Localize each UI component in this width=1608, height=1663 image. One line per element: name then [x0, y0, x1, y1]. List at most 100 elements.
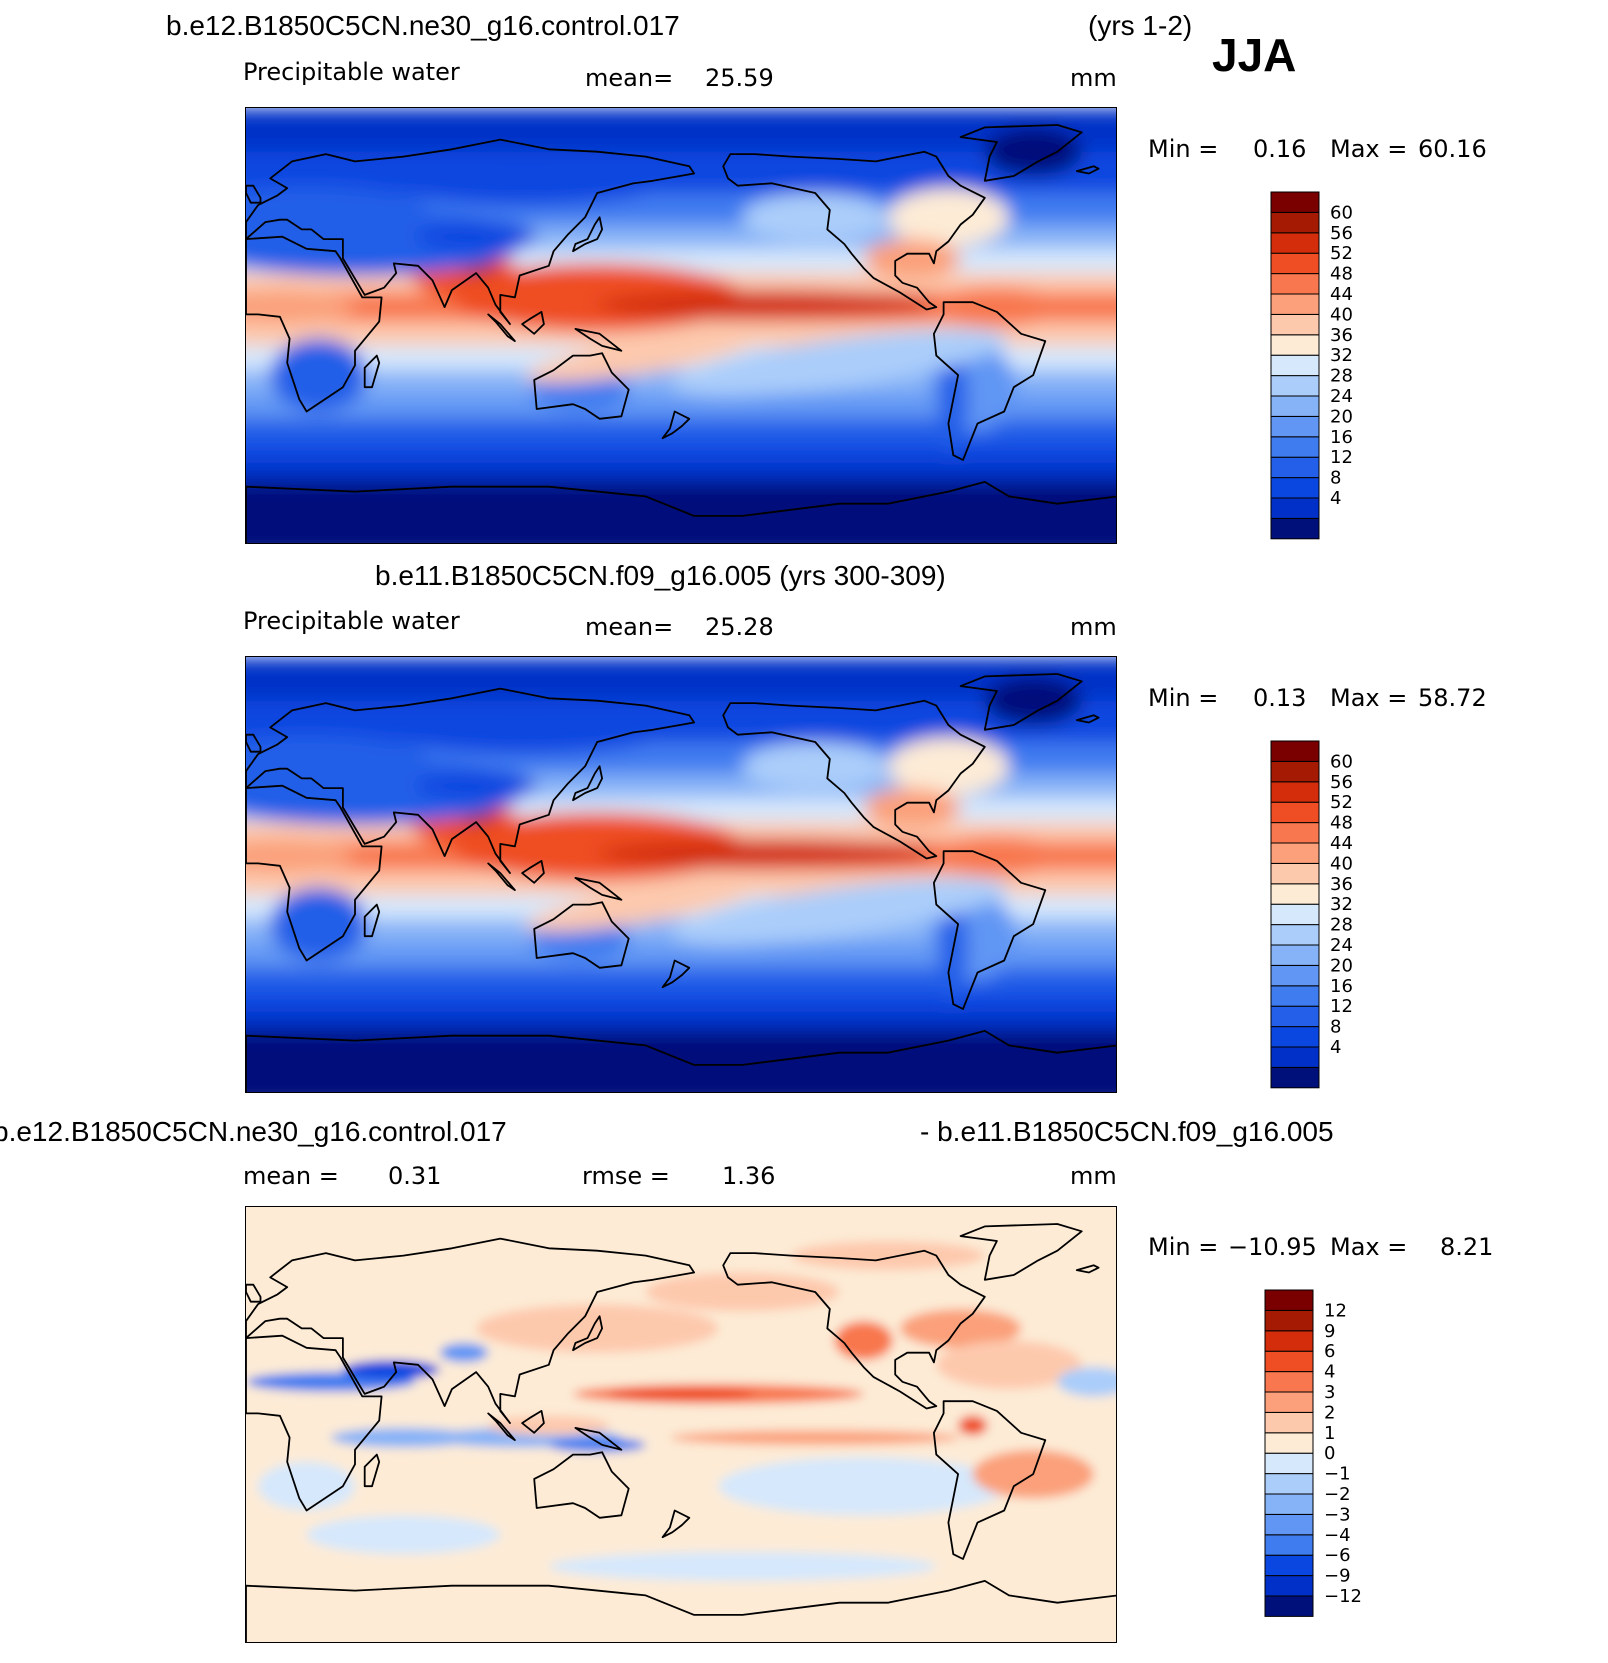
- coastline: [246, 481, 1116, 543]
- colorbar-tick-label: 48: [1330, 813, 1353, 834]
- contour-fill: [342, 1359, 440, 1380]
- coastline: [933, 301, 1047, 461]
- colorbar-segment: [1264, 1309, 1314, 1332]
- contour-fill: [548, 1437, 646, 1453]
- colorbar-segment: [1264, 1411, 1314, 1434]
- colorbar-segment: [1264, 1595, 1314, 1617]
- panel2-colorbar: 60 56 52 48 44 40 36 32 28 24 20 16 12 8 4: [1270, 740, 1390, 1089]
- panel1-title-case: b.e12.B1850C5CN.ne30_g16.control.017: [166, 10, 680, 41]
- contour-fill: [270, 338, 368, 412]
- panel3-rmse-value: 1.36: [722, 1162, 776, 1190]
- colorbar-tick-label: 2: [1324, 1402, 1335, 1423]
- colorbar-segment: [1270, 740, 1320, 762]
- panel2-min-value: 0.13: [1253, 684, 1307, 712]
- coastline: [572, 765, 603, 802]
- coastline: [533, 901, 630, 969]
- colorbar-segment: [1270, 211, 1320, 234]
- contour-fill: [669, 1430, 961, 1445]
- colorbar-segment: [1270, 760, 1320, 783]
- coastline: [533, 1451, 630, 1519]
- panel1-max-value: 60.16: [1418, 135, 1487, 163]
- colorbar-tick-label: 40: [1330, 304, 1353, 325]
- coastline: [1075, 165, 1100, 175]
- contour-band: [246, 481, 1116, 543]
- colorbar-tick-label: 60: [1330, 751, 1353, 772]
- contour-fill: [900, 1308, 1022, 1348]
- colorbar-segment: [1270, 354, 1320, 377]
- colorbar-segment: [1270, 944, 1320, 966]
- contour-fill: [415, 222, 537, 252]
- colorbar-segment: [1264, 1575, 1314, 1597]
- colorbar-segment: [1264, 1493, 1314, 1515]
- contour-fill: [258, 1461, 355, 1511]
- panel1-mean-value: 25.59: [705, 64, 774, 92]
- contour-fill: [742, 192, 888, 242]
- panel1-min-value: 0.16: [1253, 135, 1307, 163]
- panel2-max-value: 58.72: [1418, 684, 1487, 712]
- colorbar-segment: [1270, 781, 1320, 803]
- colorbar-tick-label: 52: [1330, 243, 1353, 264]
- colorbar-segment: [1270, 1026, 1320, 1048]
- coastline: [246, 1580, 1116, 1642]
- contour-fill: [415, 771, 537, 801]
- colorbar-tick-label: 56: [1330, 223, 1353, 244]
- coastline: [722, 699, 986, 860]
- contour-fill: [270, 887, 368, 961]
- coastline: [246, 184, 262, 204]
- coastline: [533, 352, 630, 420]
- colorbar-tick-label: 52: [1330, 792, 1353, 813]
- panel3-min-value: −10.95: [1228, 1233, 1317, 1261]
- coastline: [487, 313, 516, 342]
- colorbar-segment: [1264, 1534, 1314, 1556]
- colorbar-segment: [1270, 252, 1320, 275]
- coastline: [246, 1030, 1116, 1092]
- colorbar-segment: [1270, 375, 1320, 397]
- coastline: [246, 784, 383, 962]
- colorbar-tick-label: 36: [1330, 325, 1353, 346]
- contour-band: [246, 443, 1116, 463]
- contour-band: [246, 1030, 1116, 1092]
- contour-fill: [742, 741, 888, 791]
- contour-fill: [887, 737, 1009, 796]
- panel1-units: mm: [1070, 64, 1117, 92]
- colorbar-tick-label: −1: [1324, 1464, 1351, 1485]
- coastline: [933, 850, 1047, 1010]
- contour-fill: [609, 1386, 755, 1402]
- panel2-mean-label: mean=: [585, 613, 674, 641]
- contour-fill: [379, 156, 670, 206]
- contour-fill: [597, 290, 937, 320]
- colorbar-segment: [1270, 883, 1320, 905]
- colorbar-tick-label: 1: [1324, 1423, 1335, 1444]
- coastline: [959, 1223, 1083, 1281]
- panel2-map: [245, 656, 1117, 1093]
- panel1-max-label: Max =: [1330, 135, 1408, 163]
- contour-fill: [526, 328, 765, 383]
- colorbar-tick-label: 4: [1330, 488, 1341, 509]
- panel3-max-label: Max =: [1330, 1233, 1408, 1261]
- colorbar-segment: [1270, 415, 1320, 438]
- colorbar-tick-label: −2: [1324, 1484, 1351, 1505]
- colorbar-tick-label: 16: [1330, 427, 1353, 448]
- season-label: JJA: [1212, 29, 1297, 81]
- contour-band: [246, 108, 1116, 152]
- colorbar-segment: [1270, 862, 1320, 885]
- panel1-min-label: Min =: [1148, 135, 1219, 163]
- colorbar-tick-label: −4: [1324, 1525, 1351, 1546]
- contour-fill: [718, 1457, 1009, 1516]
- contour-fill: [791, 1240, 985, 1271]
- panel2-title: b.e11.B1850C5CN.f09_g16.005 (yrs 300-309…: [375, 560, 946, 591]
- colorbar-tick-label: 4: [1330, 1037, 1341, 1058]
- colorbar-segment: [1270, 273, 1320, 295]
- contour-fill: [863, 788, 961, 827]
- coastline: [959, 124, 1083, 182]
- colorbar-segment: [1270, 477, 1320, 499]
- coastline: [959, 673, 1083, 731]
- colorbar-segment: [1264, 1432, 1314, 1454]
- colorbar-segment: [1270, 964, 1320, 987]
- coastline: [521, 311, 545, 335]
- colorbar-tick-label: 12: [1330, 447, 1353, 468]
- contour-fill: [984, 676, 1082, 725]
- contour-band: [246, 992, 1116, 1012]
- contour-fill: [597, 839, 937, 869]
- colorbar-segment: [1270, 293, 1320, 315]
